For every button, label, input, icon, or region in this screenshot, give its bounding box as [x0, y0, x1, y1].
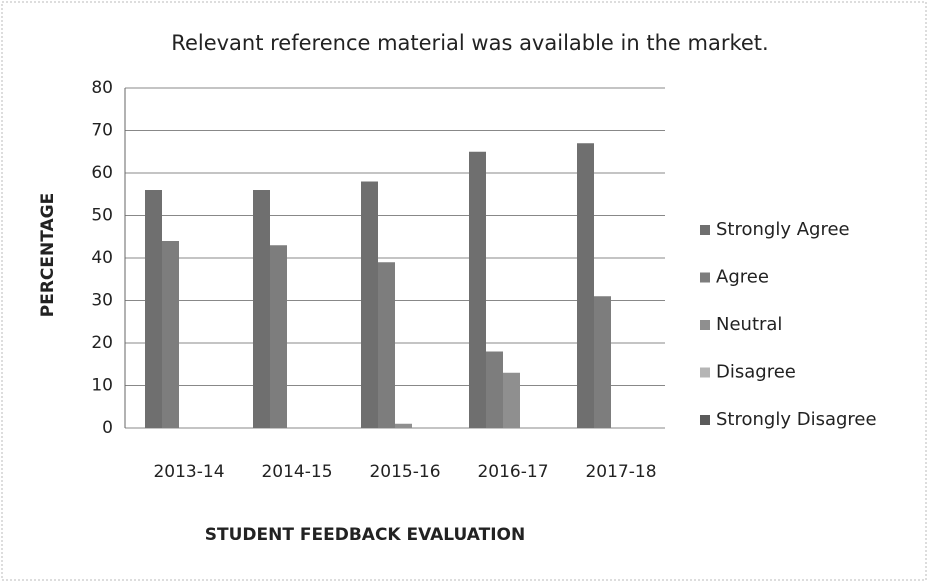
bar [270, 245, 287, 428]
bar [594, 296, 611, 428]
bar [395, 423, 412, 428]
y-tick-label: 40 [91, 248, 113, 268]
legend-label: Neutral [716, 314, 782, 335]
bar [469, 151, 486, 428]
x-tick-label: 2015-16 [369, 462, 440, 482]
legend-label: Strongly Disagree [716, 409, 877, 430]
y-tick-label: 30 [91, 291, 113, 311]
x-axis-title: STUDENT FEEDBACK EVALUATION [205, 525, 525, 545]
y-tick-label: 50 [91, 206, 113, 226]
y-tick-label: 70 [91, 121, 113, 141]
x-tick-label: 2014-15 [261, 462, 332, 482]
legend-label: Agree [716, 267, 769, 288]
legend-swatch [700, 415, 710, 425]
y-tick-label: 10 [91, 376, 113, 396]
bar [503, 372, 520, 428]
y-axis-title: PERCENTAGE [38, 193, 58, 317]
y-tick-label: 80 [91, 78, 113, 98]
bar [162, 241, 179, 428]
chart-title: Relevant reference material was availabl… [171, 31, 768, 55]
bar [253, 190, 270, 428]
bar [145, 190, 162, 428]
bar [577, 143, 594, 428]
bar [378, 262, 395, 428]
bar [486, 351, 503, 428]
legend-label: Disagree [716, 362, 796, 383]
x-tick-label: 2013-14 [153, 462, 224, 482]
legend-swatch [700, 367, 710, 378]
legend-swatch [700, 272, 710, 283]
x-tick-label: 2016-17 [477, 462, 548, 482]
bar [361, 181, 378, 428]
y-tick-label: 60 [91, 163, 113, 183]
legend-label: Strongly Agree [716, 219, 850, 240]
legend-swatch [700, 225, 710, 235]
x-tick-label: 2017-18 [585, 462, 656, 482]
y-tick-label: 0 [102, 418, 113, 438]
y-tick-label: 20 [91, 333, 113, 353]
legend-swatch [700, 320, 710, 330]
